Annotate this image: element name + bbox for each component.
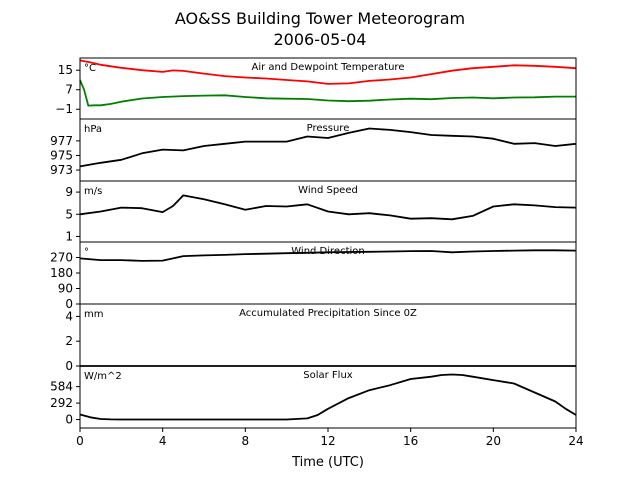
panel-accumulated-precipitation-since-0z: 0 2 4 mm Accumulated Precipitation Since 0Z bbox=[65, 303, 577, 373]
y-tick-label: 15 bbox=[58, 63, 73, 77]
y-tick-label: 5 bbox=[65, 207, 73, 221]
y-tick-label: 270 bbox=[50, 251, 73, 265]
x-axis-label: Time (UTC) bbox=[291, 455, 364, 470]
figure-subtitle: 2006-05-04 bbox=[274, 30, 367, 49]
y-tick-label: 584 bbox=[50, 380, 73, 394]
y-tick-label: 90 bbox=[58, 282, 73, 296]
series-line-air-and-dewpoint-temperature-temperature bbox=[79, 59, 577, 85]
panel-title: Wind Speed bbox=[298, 185, 358, 196]
x-tick-label: 24 bbox=[568, 434, 583, 448]
y-tick-label: 973 bbox=[50, 163, 73, 177]
panel-air-and-dewpoint-temperature: −1 7 15 °C Air and Dewpoint Temperature bbox=[55, 57, 577, 120]
series-line-pressure bbox=[79, 127, 577, 168]
y-tick-label: 0 bbox=[65, 297, 73, 311]
panel-title: Solar Flux bbox=[303, 370, 353, 381]
panel-title: Wind Direction bbox=[291, 246, 365, 257]
x-tick-label: 0 bbox=[76, 434, 84, 448]
unit-label: °C bbox=[84, 63, 96, 74]
y-tick-label: 2 bbox=[65, 334, 73, 348]
y-tick-label: 977 bbox=[50, 134, 73, 148]
y-tick-label: 0 bbox=[65, 413, 73, 427]
x-tick-label: 12 bbox=[320, 434, 335, 448]
unit-label: ° bbox=[84, 247, 89, 258]
panel-solar-flux: 0 292 584 W/m^2 Solar Flux bbox=[50, 365, 577, 429]
unit-label: hPa bbox=[84, 124, 102, 135]
unit-label: mm bbox=[84, 309, 103, 320]
unit-label: W/m^2 bbox=[84, 371, 122, 382]
series-line-solar-flux bbox=[79, 373, 577, 421]
y-tick-label: 180 bbox=[50, 266, 73, 280]
series-line-wind-speed bbox=[79, 194, 577, 221]
y-tick-label: 1 bbox=[65, 229, 73, 243]
series-line-air-and-dewpoint-temperature-dewpoint bbox=[79, 79, 576, 107]
y-tick-label: −1 bbox=[55, 102, 73, 116]
y-tick-label: 9 bbox=[65, 185, 73, 199]
figure-title: AO&SS Building Tower Meteorogram bbox=[175, 9, 465, 28]
y-tick-label: 292 bbox=[50, 396, 73, 410]
panel-title: Pressure bbox=[307, 123, 350, 134]
y-tick-label: 0 bbox=[65, 359, 73, 373]
y-tick-label: 4 bbox=[65, 309, 73, 323]
y-tick-label: 7 bbox=[65, 83, 73, 97]
x-tick-label: 20 bbox=[486, 434, 501, 448]
x-tick-label: 4 bbox=[159, 434, 167, 448]
unit-label: m/s bbox=[84, 186, 102, 197]
x-tick-label: 16 bbox=[403, 434, 418, 448]
panel-title: Air and Dewpoint Temperature bbox=[252, 62, 405, 73]
series-line-wind-direction bbox=[79, 249, 577, 262]
x-tick-label: 8 bbox=[242, 434, 250, 448]
panel-wind-speed: 1 5 9 m/s Wind Speed bbox=[65, 180, 577, 243]
panel-title: Accumulated Precipitation Since 0Z bbox=[239, 308, 417, 319]
y-tick-label: 975 bbox=[50, 148, 73, 162]
